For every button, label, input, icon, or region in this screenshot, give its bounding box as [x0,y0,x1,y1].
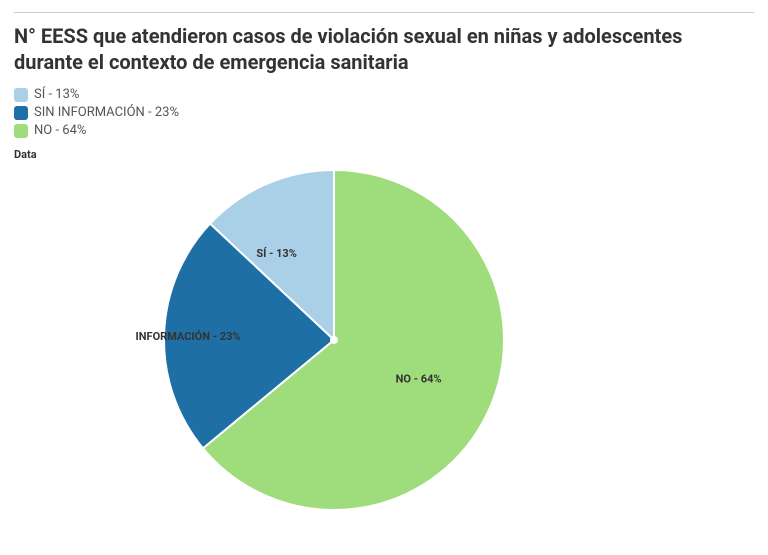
slice-label-sin: SIN INFORMACIÓN - 23% [134,330,241,343]
pie-svg: SÍ - 13% SIN INFORMACIÓN - 23% NO - 64% [134,165,634,525]
legend: SÍ - 13% SIN INFORMACIÓN - 23% NO - 64% [14,87,754,138]
legend-label: SIN INFORMACIÓN - 23% [34,105,179,120]
data-heading: Data [14,148,754,161]
chart-title: N° EESS que atendieron casos de violació… [14,12,754,75]
legend-swatch-sin [14,106,28,120]
legend-item: NO - 64% [14,123,754,138]
legend-swatch-si [14,88,28,102]
legend-item: SÍ - 13% [14,87,754,102]
legend-swatch-no [14,124,28,138]
slice-label-si: SÍ - 13% [256,247,297,260]
legend-label: SÍ - 13% [34,87,79,102]
pie-center-dot [330,336,338,344]
legend-item: SIN INFORMACIÓN - 23% [14,105,754,120]
legend-label: NO - 64% [34,123,86,138]
slice-label-no: NO - 64% [396,373,442,386]
pie-chart: SÍ - 13% SIN INFORMACIÓN - 23% NO - 64% [14,165,754,525]
